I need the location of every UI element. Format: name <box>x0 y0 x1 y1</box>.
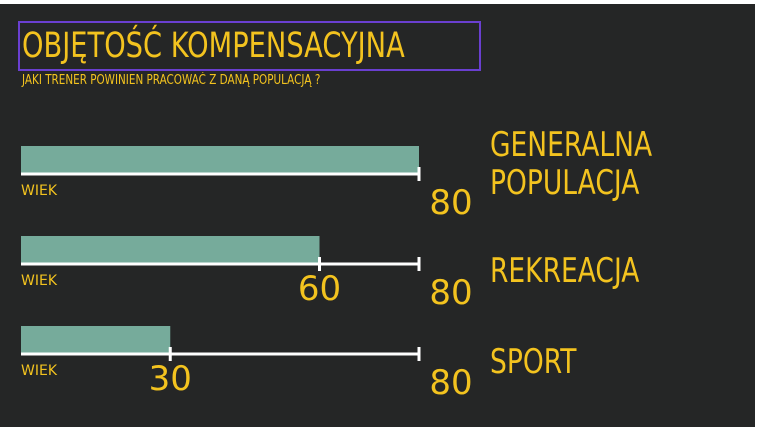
page-title: OBJĘTOŚĆ KOMPENSACYJNA <box>22 26 405 66</box>
max-value-label: 80 <box>429 363 472 403</box>
category-label-line: POPULACJA <box>490 163 640 203</box>
value-label: 60 <box>298 269 341 309</box>
value-label: 30 <box>149 359 192 399</box>
slide: OBJĘTOŚĆ KOMPENSACYJNA JAKI TRENER POWIN… <box>0 4 755 427</box>
category-label-line: SPORT <box>490 342 577 382</box>
category-label-sport: SPORT <box>490 343 576 381</box>
category-label-generalna-populacja: GENERALNA POPULACJA <box>490 126 652 202</box>
max-value-label: 80 <box>429 183 472 223</box>
axis-label: WIEK <box>21 183 58 199</box>
bar <box>21 146 419 174</box>
chart: 80 WIEK 60 80 WIEK 30 80 WIEK <box>21 146 473 403</box>
page-subtitle: JAKI TRENER POWINIEN PRACOWAĆ Z DANĄ POP… <box>22 73 321 88</box>
bar <box>21 236 320 264</box>
axis-label: WIEK <box>21 363 58 379</box>
max-value-label: 80 <box>429 273 472 313</box>
title-selection-box[interactable] <box>18 21 481 71</box>
axis-label: WIEK <box>21 273 58 289</box>
bar <box>21 326 171 354</box>
category-label-line: GENERALNA <box>490 125 653 165</box>
category-label-rekreacja: REKREACJA <box>490 252 639 290</box>
category-label-line: REKREACJA <box>490 251 640 291</box>
